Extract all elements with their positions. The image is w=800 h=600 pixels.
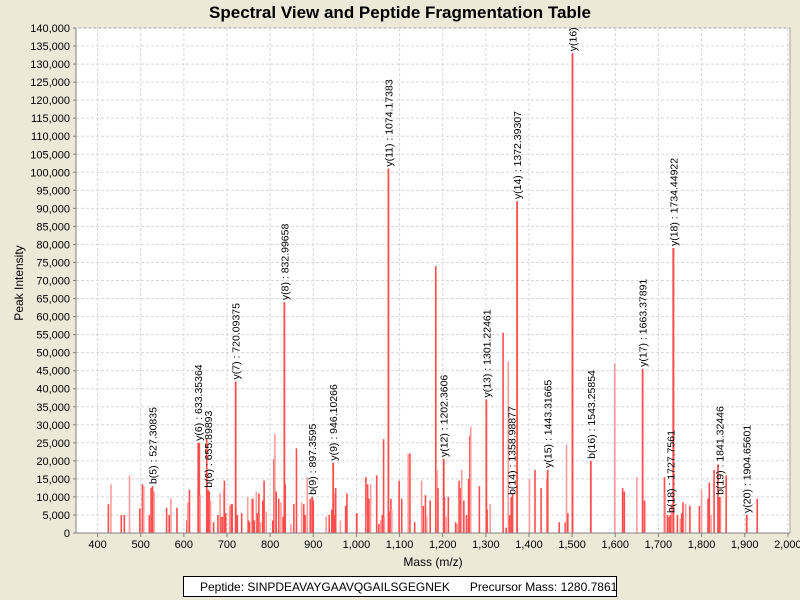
peak-annotation: b(19) : 1841.32446: [714, 406, 726, 495]
peak-annotation: y(20) : 1904.65601: [742, 425, 754, 513]
x-tick-label: 1,800: [688, 539, 716, 551]
y-tick-label: 135,000: [30, 41, 70, 53]
peptide-label: Peptide: SINPDEAVAYGAAVQGAILSGEGNEK: [200, 579, 450, 594]
x-tick-label: 900: [304, 539, 322, 551]
x-tick-label: 1,500: [558, 539, 586, 551]
y-tick-label: 50,000: [36, 348, 70, 360]
peaks: [107, 53, 759, 533]
legend-box: Peptide: SINPDEAVAYGAAVQGAILSGEGNEK Prec…: [183, 576, 617, 597]
legend-gap: [450, 580, 470, 594]
precursor-label: Precursor Mass: 1280.7861: [469, 579, 618, 594]
peak-annotation: b(6) : 655.89893: [203, 410, 215, 487]
y-tick-label: 20,000: [36, 456, 70, 468]
peak-annotation: b(5) : 527.30835: [147, 407, 159, 484]
y-tick-label: 0: [64, 528, 70, 540]
peak-annotation: y(8) : 832.99658: [279, 224, 291, 301]
peak-annotation: b(9) : 897.3595: [307, 424, 319, 495]
y-tick-label: 5,000: [42, 510, 70, 522]
y-tick-label: 55,000: [36, 330, 70, 342]
y-tick-label: 110,000: [31, 131, 70, 143]
y-tick-label: 10,000: [36, 492, 70, 504]
peak-annotation: y(17) : 1663.37891: [638, 279, 650, 367]
peak-annotation: y(6) : 633.35364: [193, 364, 205, 441]
y-tick-label: 60,000: [36, 312, 70, 324]
x-tick-label: 2,000: [774, 539, 800, 551]
y-tick-label: 90,000: [36, 203, 70, 215]
peak-annotation: y(11) : 1074.17383: [383, 79, 395, 167]
peak-annotation: y(15) : 1443.31665: [543, 380, 555, 468]
y-tick-label: 80,000: [36, 239, 70, 251]
x-axis-label: Mass (m/z): [403, 555, 462, 569]
y-tick-label: 115,000: [31, 113, 70, 125]
x-axis: 400 500 600 700 800 900 1,000 1,100 1,200 1,300 1,…: [76, 532, 800, 551]
x-tick-label: 1,900: [731, 539, 759, 551]
y-tick-label: 30,000: [36, 420, 70, 432]
y-axis-label: Peak Intensity: [12, 245, 26, 320]
y-tick-label: 105,000: [30, 149, 70, 161]
y-tick-label: 85,000: [36, 221, 70, 233]
x-tick-label: 400: [88, 539, 106, 551]
y-tick-label: 100,000: [30, 167, 70, 179]
y-tick-label: 70,000: [36, 276, 70, 288]
x-tick-label: 1,200: [429, 539, 457, 551]
x-tick-label: 1,700: [645, 539, 673, 551]
peak-annotation: b(14) : 1358.98877: [506, 406, 518, 495]
x-tick-label: 800: [261, 539, 279, 551]
peak-annotation: y(12) : 1202.3606: [439, 375, 451, 457]
peak-annotation: y(9) : 946.10266: [328, 384, 340, 461]
y-tick-label: 125,000: [30, 77, 70, 89]
x-tick-label: 500: [132, 539, 150, 551]
peak-annotation: b(18) : 1727.7561: [665, 430, 677, 513]
peak-annotation: y(18) : 1734.44922: [668, 158, 680, 246]
y-tick-label: 40,000: [36, 384, 70, 396]
peak-annotation: y(13) : 1301.22461: [481, 309, 493, 397]
peak-annotation: y(14) : 1372.39307: [512, 111, 524, 199]
y-tick-label: 95,000: [36, 185, 70, 197]
x-tick-label: 1,000: [343, 539, 371, 551]
y-tick-label: 130,000: [30, 59, 70, 71]
x-tick-label: 1,300: [472, 539, 500, 551]
y-axis: 0 5,000 10,000 15,000 20,000 25,000 30,000 35,0…: [30, 23, 77, 540]
y-tick-label: 140,000: [30, 23, 70, 35]
peak-annotation: y(7) : 720.09375: [231, 303, 243, 380]
x-tick-label: 1,400: [515, 539, 543, 551]
chart-title: Spectral View and Peptide Fragmentation …: [209, 3, 591, 22]
y-tick-label: 120,000: [30, 95, 70, 107]
y-tick-label: 45,000: [36, 366, 70, 378]
peak-annotation: b(16) : 1543.25854: [586, 370, 598, 459]
y-tick-label: 15,000: [36, 474, 70, 486]
y-tick-label: 35,000: [36, 402, 70, 414]
x-tick-label: 1,100: [386, 539, 414, 551]
x-tick-label: 700: [218, 539, 236, 551]
y-tick-label: 25,000: [36, 438, 70, 450]
y-tick-label: 75,000: [36, 257, 70, 269]
grid: [76, 27, 790, 533]
x-tick-label: 600: [175, 539, 193, 551]
x-tick-label: 1,600: [602, 539, 630, 551]
peak-annotation: y(16): [567, 27, 579, 51]
y-tick-label: 65,000: [36, 294, 70, 306]
